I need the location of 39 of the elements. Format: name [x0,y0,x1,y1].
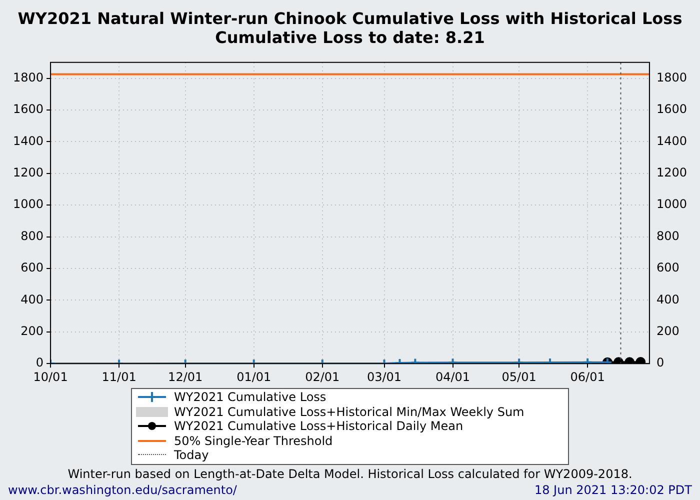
y2-tick-label: 1600 [656,102,688,116]
x-tick-label: 03/01 [366,370,402,384]
y2-tick-label: 800 [656,228,680,243]
y2-tick-label: 1000 [656,197,688,212]
text: www.cbr.washington.edu/sacramento/ [8,482,237,496]
x-tick-label: 11/01 [102,370,136,384]
y2-tick-label: 1800 [656,70,688,84]
text: 18 Jun 2021 13:20:02 PDT [534,482,692,496]
legend-label: WY2021 Cumulative Loss+Historical Daily Mean [174,419,464,434]
y-tick-label: 800 [20,228,44,243]
x-tick-label: 06/01 [570,370,605,384]
y2-tick-label: 200 [656,324,680,338]
x-tick-label: 12/01 [168,370,203,384]
y-tick-label: 1000 [12,197,44,212]
y-tick-label: 200 [20,324,44,338]
y-tick-label: 1200 [12,165,44,180]
y-tick-label: 600 [20,260,44,275]
y-tick-label: 1400 [12,134,44,148]
x-tick-label: 10/01 [33,370,68,384]
x-tick-label: 05/01 [502,370,536,384]
legend-label: WY2021 Cumulative Loss+Historical Min/Max Weekly Sum [174,404,524,419]
y-tick-label: 1800 [12,70,44,84]
legend-label: WY2021 Cumulative Loss [174,390,326,404]
x-tick-label: 02/01 [305,370,340,384]
chart-title: WY2021 Natural Winter-run Chinook Cumulative Loss with Historical Loss [18,8,682,28]
y2-tick-label: 600 [656,260,680,275]
y-tick-label: 400 [20,292,44,306]
legend-label: Today [174,448,209,462]
y-tick-label: 1600 [12,102,44,116]
y2-tick-label: 1200 [656,165,688,180]
chart-subtitle: Cumulative Loss to date: 8.21 [215,28,485,47]
y2-tick-label: 400 [656,292,680,306]
legend-label: 50% Single-Year Threshold [174,434,333,448]
text: Winter-run based on Length-at-Date Delta Model. Historical Loss calculated for WY2009-2018. [66,466,634,480]
y2-tick-label: 0 [656,356,664,370]
x-tick-label: 04/01 [435,370,470,384]
y2-tick-label: 1400 [656,134,688,148]
y-tick-label: 0 [36,356,44,370]
x-tick-label: 01/01 [236,370,272,384]
